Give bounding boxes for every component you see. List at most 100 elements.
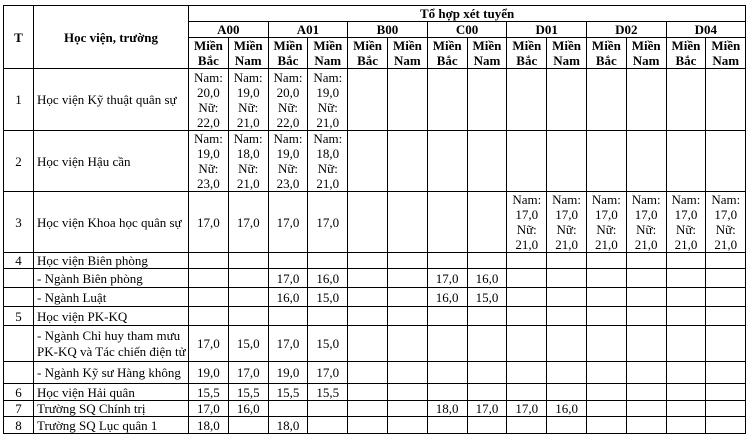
table-row: - Ngành Kỹ sư Hàng không 19,0 17,0 19,0 17,0 <box>3 361 747 384</box>
school-name: Học viện Biên phòng <box>33 252 189 269</box>
score-cell: 16,0 <box>227 400 269 417</box>
header-south: Miền Nam <box>386 37 428 69</box>
school-name: - Ngành Chỉ huy tham mưu PK-KQ và Tác ch… <box>33 325 189 362</box>
school-name: Học viện Kỹ thuật quân sự <box>33 68 189 131</box>
score-cell <box>426 325 468 362</box>
score-cell <box>506 306 548 326</box>
score-cell <box>625 68 667 131</box>
score-cell <box>307 306 349 326</box>
header-north: Miền Bắc <box>426 37 468 69</box>
row-number: 2 <box>3 130 34 192</box>
table-row: 5 Học viện PK-KQ <box>3 306 747 326</box>
score-cell <box>386 361 428 384</box>
score-cell <box>506 325 548 362</box>
score-cell <box>506 68 548 131</box>
score-cell: Nam: 18,0 Nữ: 21,0 <box>307 130 349 192</box>
score-cell <box>267 252 309 269</box>
score-cell: Nam: 17,0 Nữ: 21,0 <box>625 191 667 253</box>
header-combo-group: Tổ hợp xét tuyển <box>187 5 747 22</box>
score-cell <box>665 287 707 307</box>
score-cell <box>665 400 707 417</box>
school-name: Học viện Khoa học quân sự <box>33 191 189 253</box>
score-cell <box>585 68 627 131</box>
score-cell <box>665 416 707 434</box>
score-cell <box>267 400 309 417</box>
score-cell <box>466 191 508 253</box>
score-cell <box>188 306 229 326</box>
school-name: Học viện PK-KQ <box>33 306 189 326</box>
score-cell: 17,0 <box>307 361 349 384</box>
score-cell: 17,0 <box>188 400 229 417</box>
score-cell <box>227 306 269 326</box>
score-cell <box>307 400 349 417</box>
score-cell: 16,0 <box>466 268 508 288</box>
score-cell <box>665 130 707 192</box>
header-south: Miền Nam <box>466 37 508 69</box>
score-cell: Nam: 19,0 Nữ: 23,0 <box>267 130 309 192</box>
score-cell <box>705 361 747 384</box>
header-north: Miền Bắc <box>188 37 229 69</box>
header-south: Miền Nam <box>625 37 667 69</box>
header-north: Miền Bắc <box>665 37 707 69</box>
score-cell <box>625 400 667 417</box>
score-cell <box>546 68 587 131</box>
score-cell <box>546 268 587 288</box>
school-name: - Ngành Biên phòng <box>33 268 189 288</box>
score-cell <box>347 361 388 384</box>
score-cell: 17,0 <box>267 268 309 288</box>
score-cell <box>705 383 747 401</box>
score-cell: 18,0 <box>188 416 229 434</box>
score-cell <box>426 252 468 269</box>
score-cell <box>188 268 229 288</box>
score-cell <box>426 68 468 131</box>
score-cell <box>506 252 548 269</box>
school-name: Học viện Hậu cần <box>33 130 189 192</box>
header-combo: D01 <box>506 21 587 38</box>
score-cell <box>625 383 667 401</box>
score-cell <box>546 252 587 269</box>
score-cell: 15,0 <box>307 287 349 307</box>
score-cell <box>546 361 587 384</box>
score-cell: 17,0 <box>506 400 548 417</box>
score-cell <box>386 287 428 307</box>
score-cell <box>665 252 707 269</box>
score-cell <box>426 130 468 192</box>
score-cell <box>347 287 388 307</box>
score-cell: 16,0 <box>426 287 468 307</box>
row-number: 7 <box>3 400 34 417</box>
score-cell <box>347 383 388 401</box>
score-cell <box>506 416 548 434</box>
score-cell <box>347 325 388 362</box>
score-cell <box>705 130 747 192</box>
score-cell: Nam: 20,0 Nữ: 22,0 <box>188 68 229 131</box>
score-cell <box>466 416 508 434</box>
score-cell <box>386 252 428 269</box>
score-cell <box>188 287 229 307</box>
score-cell <box>466 252 508 269</box>
score-cell <box>227 268 269 288</box>
score-cell: 15,5 <box>307 383 349 401</box>
score-cell <box>426 306 468 326</box>
score-cell: 19,0 <box>188 361 229 384</box>
score-cell <box>386 383 428 401</box>
row-number <box>3 361 34 384</box>
table-row: 1 Học viện Kỹ thuật quân sự Nam: 20,0 Nữ: … <box>3 68 747 131</box>
header-combo: D04 <box>665 21 747 38</box>
score-cell <box>386 191 428 253</box>
row-number: 6 <box>3 383 34 401</box>
score-cell <box>386 325 428 362</box>
table-row: - Ngành Chỉ huy tham mưu PK-KQ và Tác ch… <box>3 325 747 362</box>
score-cell <box>386 268 428 288</box>
score-cell: 17,0 <box>267 191 309 253</box>
score-cell: Nam: 17,0 Nữ: 21,0 <box>705 191 747 253</box>
header-north: Miền Bắc <box>267 37 309 69</box>
score-cell <box>665 383 707 401</box>
score-cell <box>546 306 587 326</box>
score-cell <box>585 252 627 269</box>
score-cell: 18,0 <box>426 400 468 417</box>
score-cell <box>347 306 388 326</box>
row-number: 1 <box>3 68 34 131</box>
score-cell <box>466 383 508 401</box>
score-cell: 18,0 <box>267 416 309 434</box>
score-cell <box>546 325 587 362</box>
